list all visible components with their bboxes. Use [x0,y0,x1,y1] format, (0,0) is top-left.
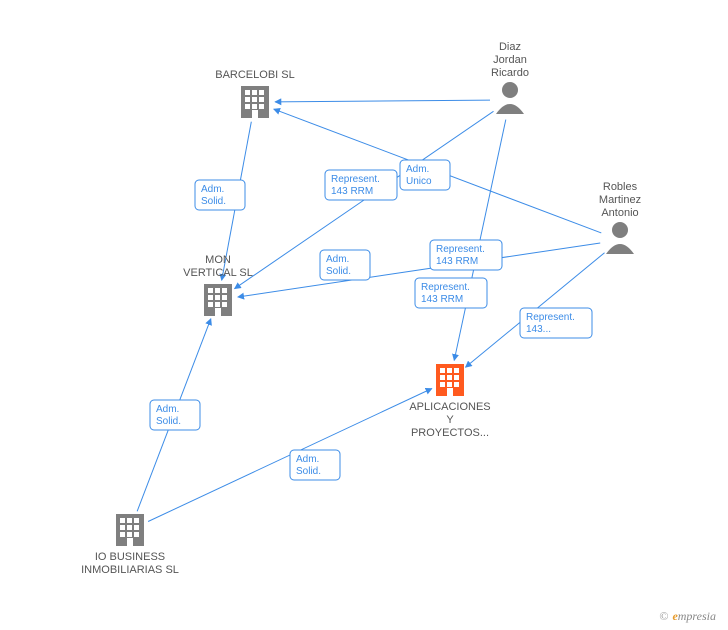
node-label: VERTICAL SL [183,267,253,279]
network-diagram: Adm.Solid.Adm.UnicoRepresent.143 RRMAdm.… [0,0,728,630]
node-label: IO BUSINESS [95,551,165,563]
node-label: Y [446,414,454,426]
edge-label-text: Adm. [201,184,224,195]
node-label: Martinez [599,194,641,206]
node-label: Jordan [493,54,527,66]
edge-label-text: 143 RRM [436,256,478,267]
node-robles: RoblesMartinezAntonio [599,181,641,219]
building-icon [436,364,464,396]
node-barcelobi: BARCELOBI SL [215,69,294,81]
edge-label-text: Represent. [421,282,470,293]
node-label: APLICACIONES [409,401,490,413]
building-icon [116,514,144,546]
edge-label-text: 143 RRM [331,186,373,197]
edge-label-text: Solid. [326,266,351,277]
edge-label-text: Adm. [406,164,429,175]
edge-label-text: Represent. [436,244,485,255]
footer-credit: ©empresia [659,609,716,624]
brand-rest: mpresia [678,609,716,623]
node-label: Robles [603,181,638,193]
node-label: PROYECTOS... [411,427,489,439]
edge-label-text: 143... [526,324,551,335]
node-diaz: DiazJordanRicardo [491,41,529,79]
building-icon [241,86,269,118]
node-monvertical: MONVERTICAL SL [183,254,253,279]
node-label: MON [205,254,231,266]
edge-label-text: Adm. [156,404,179,415]
node-label: INMOBILIARIAS SL [81,564,179,576]
node-label: Diaz [499,41,521,53]
edge-line [275,100,490,102]
node-aplicaciones: APLICACIONESYPROYECTOS... [409,401,490,439]
edge-label-text: Represent. [526,312,575,323]
building-icon [204,284,232,316]
edge-label-text: Solid. [296,466,321,477]
node-label: Antonio [601,207,638,219]
edge-label-text: 143 RRM [421,294,463,305]
node-iobusiness: IO BUSINESSINMOBILIARIAS SL [81,551,179,576]
person-icon [496,82,524,114]
edge-label-text: Represent. [331,174,380,185]
node-label: Ricardo [491,67,529,79]
node-label: BARCELOBI SL [215,69,294,81]
edge-label-text: Solid. [156,416,181,427]
person-icon [606,222,634,254]
edge-label-text: Solid. [201,196,226,207]
edge-label-text: Adm. [296,454,319,465]
edge-label-text: Adm. [326,254,349,265]
edge-labels-layer: Adm.Solid.Adm.UnicoRepresent.143 RRMAdm.… [150,160,592,480]
copyright-symbol: © [659,609,672,623]
edge-label-text: Unico [406,176,432,187]
